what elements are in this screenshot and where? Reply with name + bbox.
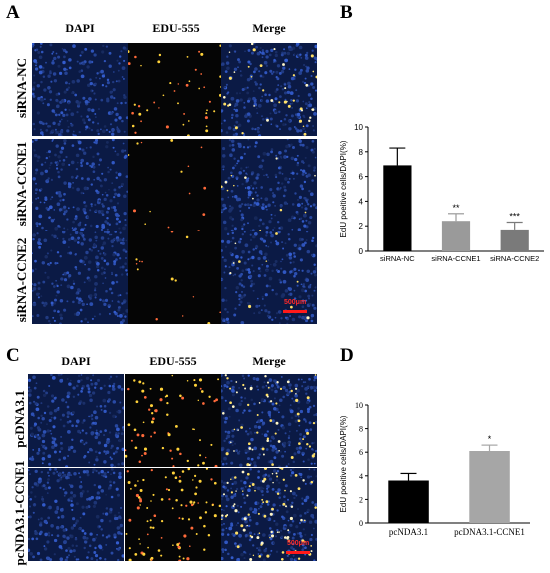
panel-b-letter: B bbox=[340, 2, 353, 23]
panel-d-letter: D bbox=[340, 345, 354, 366]
significance-label: *** bbox=[509, 211, 520, 221]
panel-a-dapi-nc bbox=[32, 43, 128, 136]
panel-c-letter: C bbox=[6, 345, 20, 366]
y-tick-label: 0 bbox=[359, 519, 363, 528]
panel-c-merge-pcdna bbox=[221, 374, 317, 467]
x-tick-label: pcNDA3.1 bbox=[389, 527, 428, 537]
panel-a-merge-nc bbox=[221, 43, 317, 136]
bar-sirna-ccne1 bbox=[441, 221, 471, 251]
panel-a-letter: A bbox=[6, 2, 20, 23]
bar-pcdna3-1-ccne1 bbox=[469, 451, 510, 523]
panel-a-row-label-ccne1: siRNA-CCNE1 bbox=[14, 141, 29, 227]
panel-a-header-merge: Merge bbox=[252, 21, 286, 35]
panel-c-row-label-pcdna: pcDNA3.1 bbox=[12, 390, 27, 448]
panel-a-dapi-ccne2 bbox=[32, 231, 128, 324]
y-tick-label: 6 bbox=[359, 173, 364, 182]
bar-sirna-nc bbox=[383, 165, 412, 251]
y-tick-label: 4 bbox=[359, 472, 363, 481]
panel-a-dapi-ccne1 bbox=[32, 139, 128, 232]
panel-c-scale-bar bbox=[286, 551, 310, 554]
x-tick-label: siRNA-CCNE2 bbox=[490, 254, 539, 263]
y-axis-label: EdU poeitive cells/DAPI(%) bbox=[339, 140, 348, 237]
significance-label: * bbox=[488, 434, 492, 444]
panel-c-dapi-pcdna-ccne1 bbox=[28, 468, 124, 561]
bar-sirna-ccne2 bbox=[500, 229, 529, 251]
panel-d-bar-chart: 0 2 4 6 8 10 EdU poeitive cells/DAPI(%) pcNDA3.… bbox=[339, 401, 530, 537]
panel-a-merge-ccne1 bbox=[221, 139, 317, 232]
y-tick-label: 2 bbox=[359, 222, 364, 231]
panel-c-scale-label: 500μm bbox=[287, 540, 310, 547]
y-tick-label: 10 bbox=[354, 123, 363, 132]
panel-c-merge-pcdna-ccne1 bbox=[221, 468, 317, 561]
panel-c-edu-pcdna-ccne1 bbox=[125, 468, 221, 561]
y-tick-label: 6 bbox=[359, 448, 363, 457]
panel-c-row-label-pcdna-ccne1: pcNDA3.1-CCNE1 bbox=[12, 460, 27, 566]
y-tick-label: 0 bbox=[359, 247, 364, 256]
x-tick-label: pcDNA3.1-CCNE1 bbox=[454, 527, 525, 537]
bar-pcnda3-1 bbox=[388, 480, 429, 523]
y-tick-label: 2 bbox=[359, 495, 363, 504]
x-tick-label: siRNA-CCNE1 bbox=[431, 254, 480, 263]
panel-c-edu-pcdna bbox=[125, 374, 221, 467]
significance-label: ** bbox=[452, 203, 460, 213]
panel-a-scale-bar bbox=[283, 310, 307, 313]
y-tick-label: 8 bbox=[359, 148, 364, 157]
panel-c-header-dapi: DAPI bbox=[61, 354, 91, 368]
panel-a-edu-ccne1 bbox=[128, 139, 224, 232]
panel-a-edu-ccne2 bbox=[128, 231, 224, 324]
y-axis-label: EdU poeitive cells/DAPI(%) bbox=[339, 415, 348, 512]
panel-a-row-label-nc: siRNA-NC bbox=[14, 58, 29, 118]
panel-a-scale-label: 500μm bbox=[284, 299, 307, 306]
x-tick-label: siRNA-NC bbox=[380, 254, 415, 263]
panel-c-dapi-pcdna bbox=[28, 374, 124, 467]
panel-c-header-merge: Merge bbox=[252, 354, 286, 368]
panel-b-bar-chart: 0 2 4 6 8 10 EdU poeitive cells/DAPI(%) siRNA-N… bbox=[339, 123, 544, 263]
panel-a-header-dapi: DAPI bbox=[65, 21, 95, 35]
panel-a-edu-nc bbox=[128, 43, 224, 136]
panel-c-header-edu: EDU-555 bbox=[149, 354, 197, 368]
y-tick-label: 8 bbox=[359, 425, 363, 434]
panel-a-header-edu: EDU-555 bbox=[152, 21, 200, 35]
panel-a-row-label-ccne2: siRNA-CCNE2 bbox=[14, 237, 29, 323]
y-tick-label: 4 bbox=[359, 197, 364, 206]
panel-a-merge-ccne2 bbox=[221, 231, 317, 324]
y-tick-label: 10 bbox=[355, 401, 363, 410]
